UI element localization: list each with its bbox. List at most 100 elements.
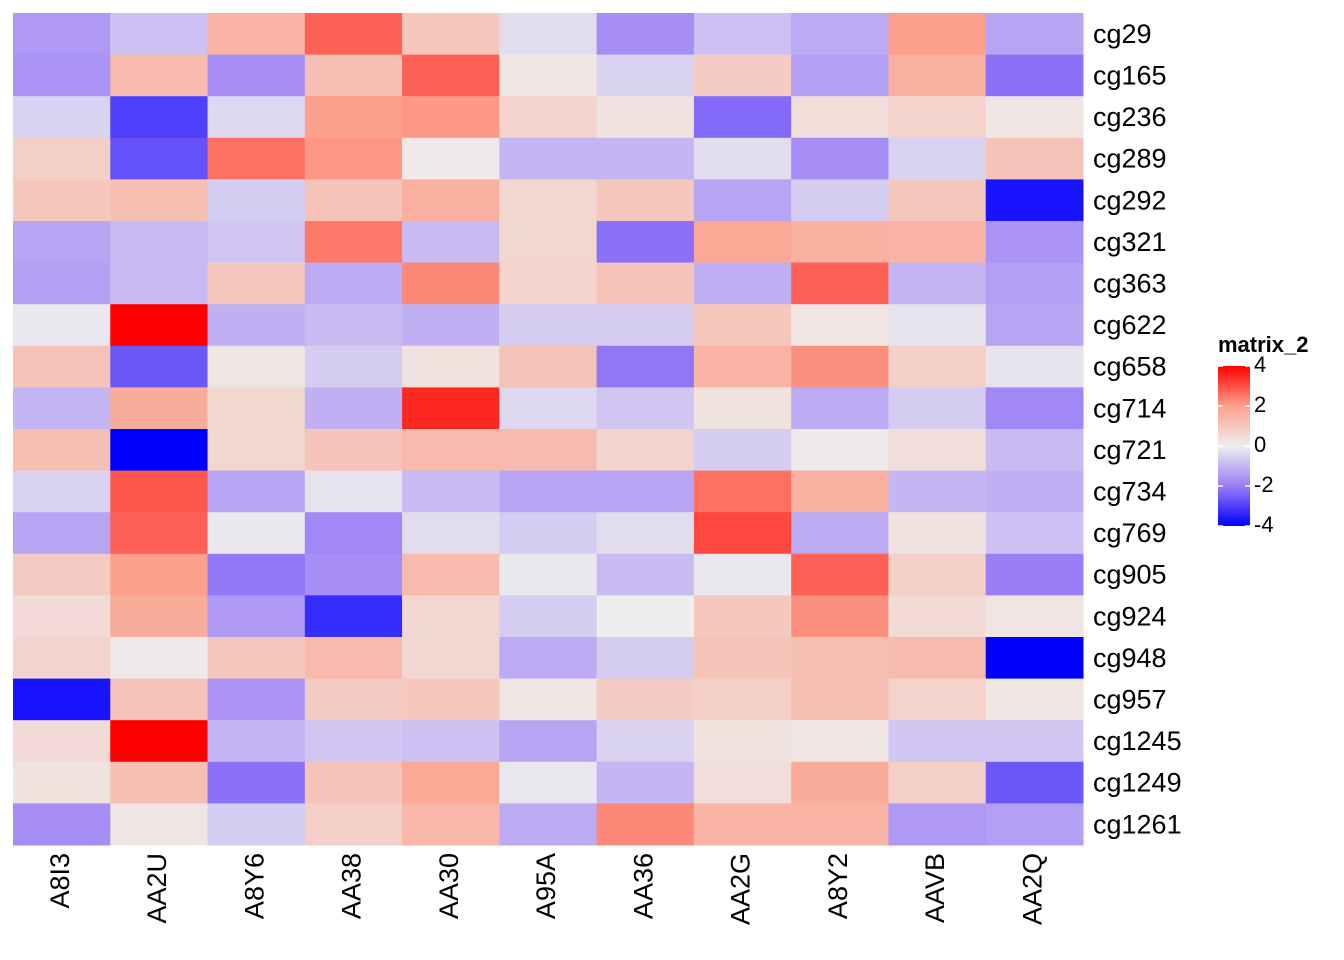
heatmap-cell (888, 179, 987, 222)
row-label: cg321 (1093, 227, 1167, 257)
heatmap-cell (596, 553, 695, 596)
heatmap-cell (402, 470, 500, 513)
heatmap-cell (402, 637, 500, 680)
heatmap-cell (499, 54, 598, 97)
heatmap-cell (110, 553, 209, 596)
heatmap-cell (596, 345, 695, 388)
heatmap-cell (402, 221, 500, 264)
row-label: cg769 (1093, 518, 1167, 548)
heatmap-cell (207, 13, 306, 56)
heatmap-cell (207, 512, 306, 555)
heatmap-cell (13, 595, 111, 638)
legend-tick-label: 4 (1254, 352, 1266, 377)
heatmap-cell (596, 678, 695, 721)
heatmap-cell (791, 345, 889, 388)
heatmap-cell (888, 387, 987, 430)
heatmap-cell (985, 387, 1084, 430)
row-label: cg363 (1093, 269, 1167, 299)
heatmap-cell (402, 262, 500, 305)
heatmap-cell (13, 637, 111, 680)
heatmap-cell (13, 512, 111, 555)
heatmap-cell (985, 803, 1084, 846)
heatmap-cell (596, 221, 695, 264)
column-label: AA2U (142, 853, 172, 924)
heatmap-cell (402, 553, 500, 596)
heatmap-cell (888, 96, 987, 139)
heatmap-cell (791, 720, 889, 763)
heatmap-cell (13, 13, 111, 56)
heatmap-cell (499, 13, 598, 56)
heatmap-cell (499, 637, 598, 680)
heatmap-cell (888, 429, 987, 472)
heatmap-cell (110, 262, 209, 305)
heatmap-cell (304, 595, 403, 638)
heatmap-cell (985, 637, 1084, 680)
heatmap-cell (596, 595, 695, 638)
heatmap-cell (13, 803, 111, 846)
heatmap-cell (499, 803, 598, 846)
row-label: cg948 (1093, 643, 1167, 673)
heatmap-cell (985, 221, 1084, 264)
heatmap-cell (791, 179, 889, 222)
heatmap-cell (985, 595, 1084, 638)
legend-tick-label: -4 (1254, 512, 1274, 537)
row-label: cg734 (1093, 477, 1167, 507)
heatmap-cell (693, 262, 792, 305)
heatmap-cell (13, 429, 111, 472)
heatmap-cell (402, 720, 500, 763)
heatmap-cell (110, 761, 209, 804)
heatmap-cell (304, 512, 403, 555)
heatmap-cell (499, 761, 598, 804)
heatmap-cell (791, 387, 889, 430)
heatmap-cell (110, 96, 209, 139)
heatmap-cell (693, 429, 792, 472)
heatmap-cell (499, 179, 598, 222)
heatmap-cell (304, 803, 403, 846)
legend-tick-label: 0 (1254, 432, 1266, 457)
heatmap-cell (304, 345, 403, 388)
heatmap-cell (693, 720, 792, 763)
row-label: cg721 (1093, 435, 1167, 465)
heatmap-cell (596, 137, 695, 180)
heatmap-cell (207, 637, 306, 680)
heatmap-cell (13, 387, 111, 430)
heatmap-cell (693, 179, 792, 222)
heatmap-cell (693, 803, 792, 846)
heatmap-cell (207, 54, 306, 97)
heatmap-cell (402, 96, 500, 139)
heatmap-cell (304, 470, 403, 513)
heatmap-cell (13, 137, 111, 180)
heatmap-cell (110, 803, 209, 846)
heatmap-cell (985, 345, 1084, 388)
heatmap-cell (402, 179, 500, 222)
heatmap-cell (888, 470, 987, 513)
column-label: AA30 (434, 853, 464, 919)
heatmap-cell (499, 470, 598, 513)
heatmap-cell (207, 470, 306, 513)
heatmap-cell (207, 137, 306, 180)
heatmap-cell (304, 678, 403, 721)
heatmap-cell (304, 137, 403, 180)
heatmap-cell (791, 429, 889, 472)
heatmap-cell (207, 429, 306, 472)
heatmap-cell (13, 221, 111, 264)
heatmap-cell (693, 345, 792, 388)
heatmap-cell (207, 553, 306, 596)
heatmap-cell (13, 553, 111, 596)
heatmap-cell (888, 54, 987, 97)
row-label: cg924 (1093, 601, 1167, 631)
heatmap-cell (499, 262, 598, 305)
heatmap-cell (985, 553, 1084, 596)
heatmap-cell (499, 221, 598, 264)
heatmap-cell (888, 221, 987, 264)
row-label: cg714 (1093, 393, 1167, 423)
heatmap-cell (985, 96, 1084, 139)
heatmap-cell (596, 13, 695, 56)
heatmap-cell (596, 470, 695, 513)
heatmap-cell (499, 345, 598, 388)
heatmap-cell (596, 387, 695, 430)
heatmap-cell (693, 595, 792, 638)
heatmap-cell (110, 345, 209, 388)
heatmap-cell (110, 221, 209, 264)
heatmap-cell (985, 54, 1084, 97)
